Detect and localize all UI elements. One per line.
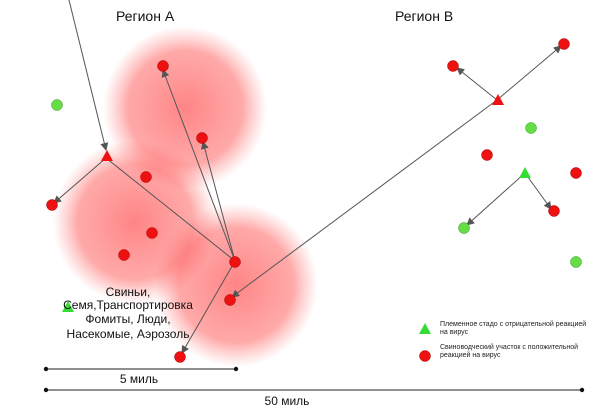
arrow <box>456 67 498 101</box>
legend-negative-line: на вирус <box>440 329 469 336</box>
scale-bar-long: 50 миль <box>43 387 585 408</box>
arrow <box>53 157 107 204</box>
transmission-routes-label: Свиньи, Семя,Транспортировка Фомиты, Люд… <box>63 285 193 341</box>
negative-site <box>525 122 537 134</box>
triangle-icon <box>419 323 431 334</box>
positive-site <box>570 167 582 179</box>
arrow <box>181 260 236 354</box>
infection-zone <box>154 203 318 367</box>
infection-zones <box>53 26 318 367</box>
route-line: Свиньи, <box>106 285 151 299</box>
negative-site <box>570 256 582 268</box>
scale-bar-short: 5 миль <box>43 366 239 386</box>
arrow <box>68 0 109 151</box>
arrow <box>466 172 526 226</box>
triangle-icon <box>62 301 74 312</box>
positive-site <box>174 351 186 363</box>
positive-site <box>447 60 459 72</box>
positive-site <box>196 132 208 144</box>
negative-sites <box>51 99 582 268</box>
circle-icon <box>419 350 431 362</box>
route-line: Семя,Транспортировка <box>63 298 193 312</box>
positive-site <box>558 38 570 50</box>
legend-positive-line: реакцией на вирус <box>440 351 501 359</box>
scale-endpoint <box>579 387 585 393</box>
positive-site <box>229 256 241 268</box>
scale-endpoint <box>43 387 49 393</box>
route-line: Насекомые, Аэрозоль <box>67 327 190 341</box>
positive-site <box>46 199 58 211</box>
positive-site <box>146 227 158 239</box>
arrow <box>200 141 236 262</box>
region-a-title: Регион А <box>116 8 175 24</box>
triangle-icon <box>101 150 113 161</box>
transmission-arrows <box>53 0 562 354</box>
triangle-icon <box>492 94 504 105</box>
negative-site <box>458 222 470 234</box>
triangle-sites <box>62 94 531 312</box>
arrow <box>105 157 236 262</box>
scale-short-label: 5 миль <box>120 372 158 386</box>
arrow <box>496 45 562 101</box>
scale-long-label: 50 миль <box>265 394 310 408</box>
positive-sites <box>46 38 582 363</box>
positive-site <box>157 60 169 72</box>
arrow <box>524 172 552 210</box>
legend-negative-line: Племенное стадо с отрицательной реакцией <box>440 320 586 328</box>
scale-endpoint <box>43 366 49 372</box>
legend: Племенное стадо с отрицательной реакцией… <box>419 320 586 362</box>
arrow <box>231 99 498 298</box>
positive-site <box>140 171 152 183</box>
region-b-title: Регион В <box>395 8 453 24</box>
scale-endpoint <box>233 366 239 372</box>
arrow <box>161 69 236 262</box>
positive-site <box>548 205 560 217</box>
positive-site <box>224 294 236 306</box>
negative-site <box>51 99 63 111</box>
route-line: Фомиты, Люди, <box>85 312 170 326</box>
positive-site <box>118 249 130 261</box>
legend-positive-line: Свиноводческий участок с положительной <box>440 343 578 351</box>
triangle-icon <box>519 167 531 178</box>
positive-site <box>481 149 493 161</box>
